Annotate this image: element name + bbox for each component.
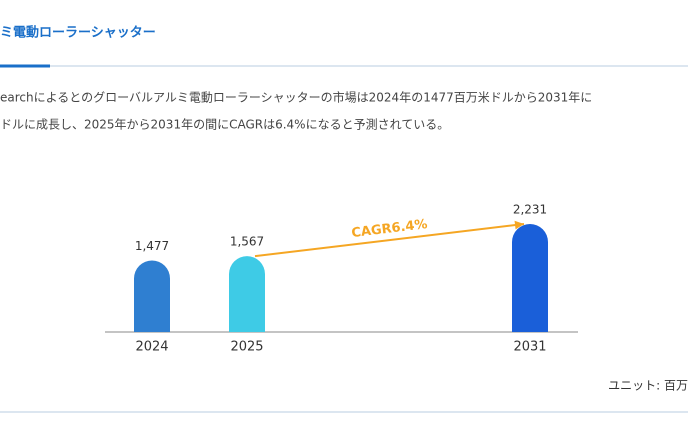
x-tick-label: 2025 [230,340,263,355]
unit-note: ユニット: 百万 [608,379,688,393]
arrow-head [514,220,524,230]
value-label: 2,231 [513,203,547,217]
value-label: 1,477 [135,239,169,253]
cagr-arrow [254,223,525,258]
x-tick-label: 2024 [135,340,168,355]
description-line: ドルに成長し、2025年から2031年の間にCAGRは6.4%になると予測されて… [0,118,449,132]
x-tick-label: 2031 [513,340,546,355]
value-label: 1,567 [230,235,264,249]
bar [512,224,548,332]
bar [134,260,170,332]
tab-title[interactable]: ミ電動ローラーシャッター [0,25,156,41]
description-line: earchによるとのグローバルアルミ電動ローラーシャッターの市場は2024年の1… [0,90,592,105]
bar [229,256,265,332]
